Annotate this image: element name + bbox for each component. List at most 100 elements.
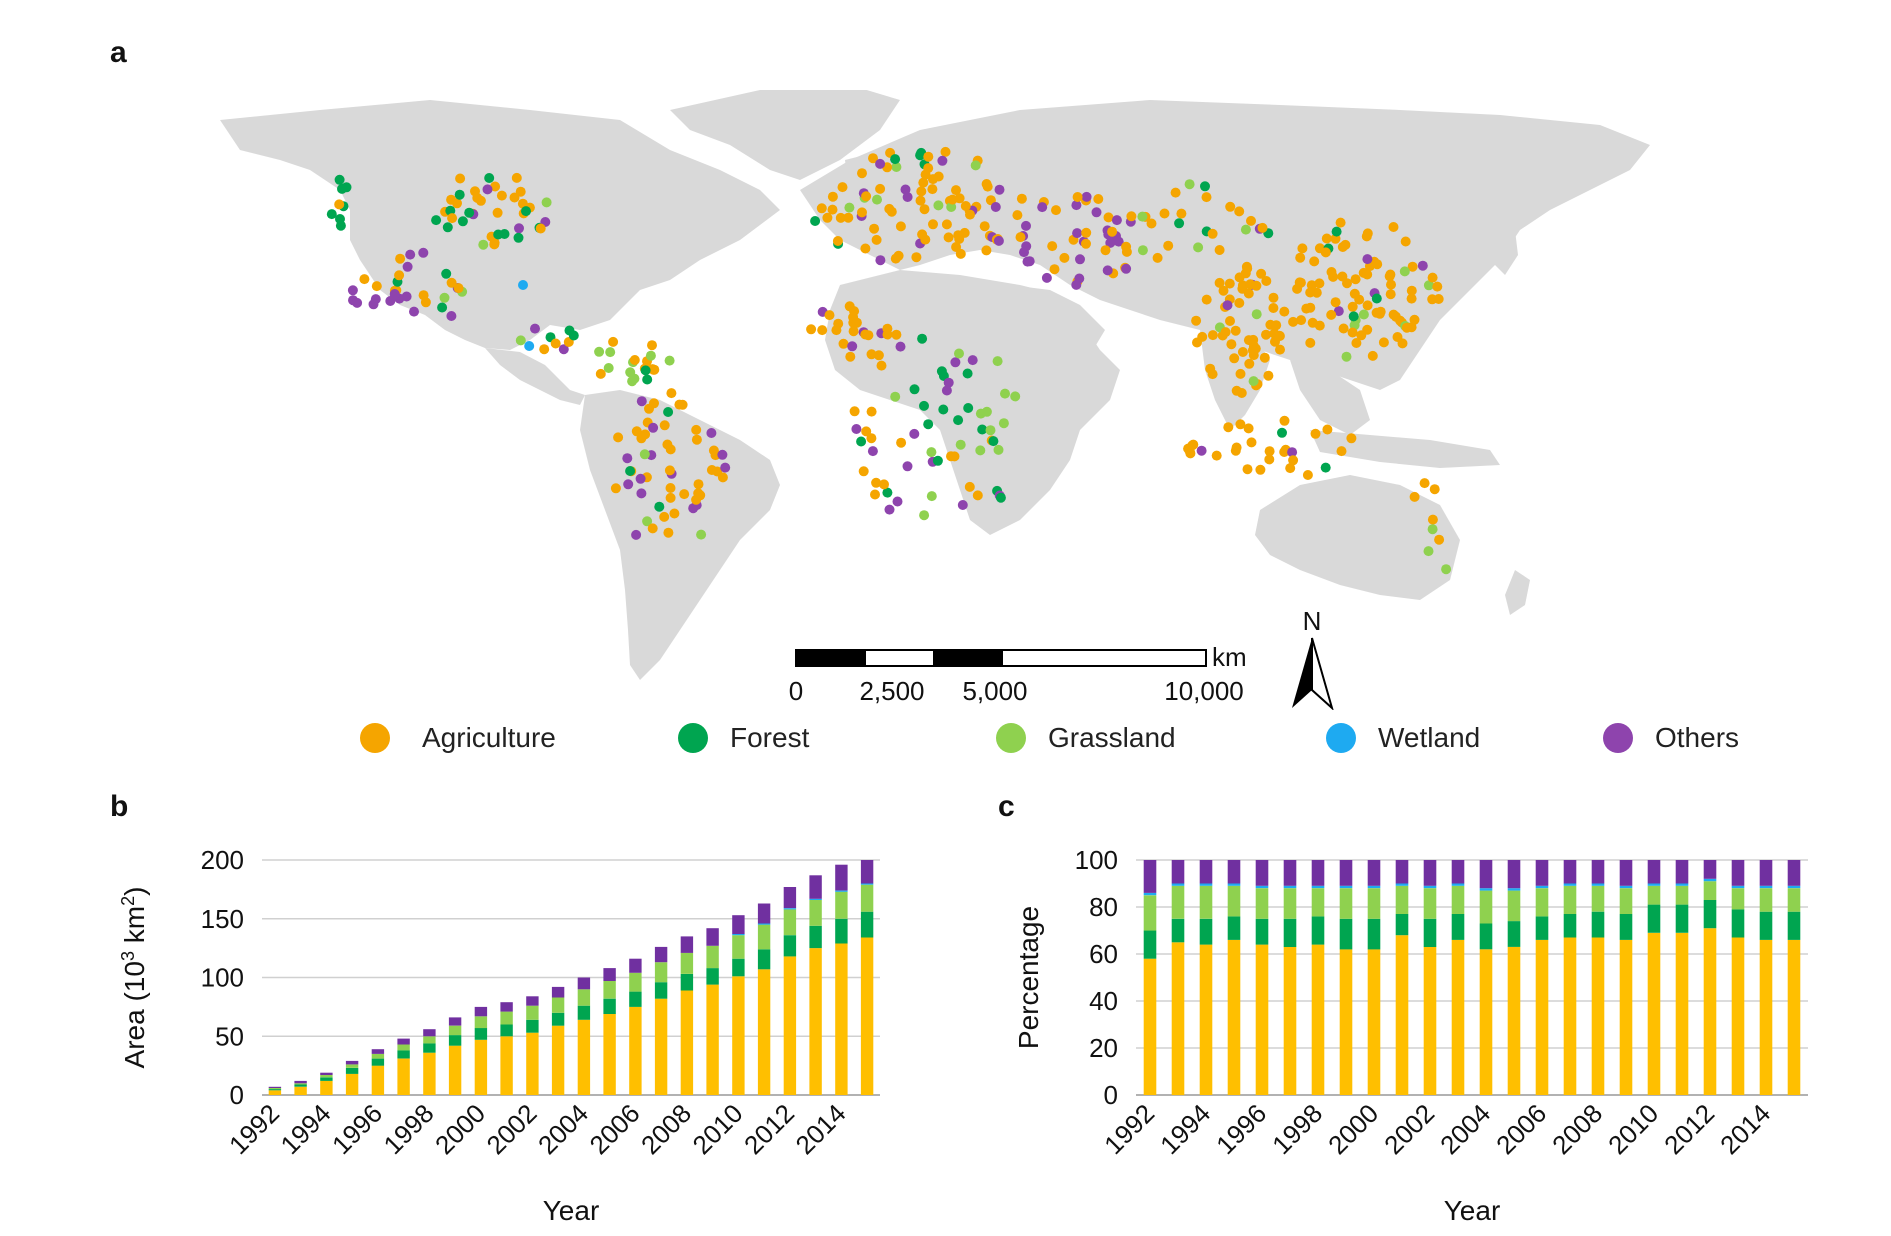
x-tick-label: 2004 (532, 1098, 594, 1160)
bar-others-2012 (1703, 860, 1717, 879)
x-tick-label: 2012 (738, 1098, 800, 1160)
bar-grassland-2014 (1759, 888, 1773, 912)
map-point-agriculture (1051, 205, 1061, 216)
map-point-agriculture (1220, 327, 1231, 338)
map-point-agriculture (1305, 337, 1316, 348)
bar-agriculture-2012 (1703, 928, 1717, 1095)
bar-wetland-1997 (1283, 885, 1297, 889)
bar-others-2009 (706, 928, 719, 946)
map-point-agriculture (1207, 330, 1218, 341)
map-point-agriculture (1342, 278, 1352, 289)
map-point-agriculture (849, 306, 860, 317)
bar-wetland-2011 (1675, 883, 1689, 886)
map-point-agriculture (1015, 232, 1026, 243)
bar-agriculture-2007 (1563, 937, 1577, 1095)
map-point-grassland (975, 445, 986, 456)
map-point-others (1196, 445, 1207, 456)
map-point-agriculture (1246, 215, 1256, 226)
y-tick-labels: 0 50 100 150 200 (201, 845, 244, 1110)
bar-forest-2001 (1395, 914, 1409, 936)
map-point-agriculture (1263, 370, 1274, 381)
bar-agriculture-2009 (706, 984, 719, 1095)
map-point-agriculture (1176, 208, 1187, 219)
bar-grassland-2009 (1619, 888, 1633, 914)
map-point-agriculture (1388, 222, 1399, 232)
map-point-agriculture (941, 219, 952, 230)
map-point-agriculture (964, 481, 975, 492)
map-point-agriculture (1103, 212, 1114, 223)
map-point-agriculture (947, 194, 958, 205)
bar-forest-2000 (1367, 918, 1381, 950)
map-point-agriculture (472, 192, 483, 203)
bar-grassland-2011 (1675, 885, 1689, 905)
map-point-agriculture (1081, 227, 1092, 238)
bar-others-2012 (783, 887, 797, 909)
map-point-grassland (1423, 546, 1434, 557)
scale-tick-3: 10,000 (1164, 676, 1244, 706)
map-point-agriculture (886, 206, 897, 217)
bar-grassland-2015 (860, 884, 874, 912)
map-point-agriculture (920, 234, 931, 245)
bar-agriculture-2008 (680, 990, 694, 1095)
map-point-agriculture (822, 212, 833, 223)
x-tick-label: 2002 (481, 1098, 543, 1160)
map-point-forest (326, 209, 337, 220)
bar-others-1994 (1199, 860, 1213, 884)
map-point-others (884, 504, 895, 515)
map-point-agriculture (708, 445, 719, 456)
map-point-agriculture (843, 212, 854, 223)
y-tick-label: 20 (1089, 1033, 1118, 1063)
map-point-agriculture (1350, 274, 1361, 285)
map-point-others (648, 422, 659, 433)
bar-others-2004 (1479, 860, 1493, 889)
bar-agriculture-1996 (371, 1065, 385, 1095)
panel-label-a: a (110, 36, 127, 69)
bar-wetland-1995 (1227, 883, 1241, 886)
bar-wetland-1993 (1171, 883, 1185, 886)
y-axis-label: Percentage (1013, 906, 1044, 1049)
map-point-others (1081, 191, 1092, 202)
map-point-grassland (1193, 242, 1204, 253)
scale-tick-0: 0 (789, 676, 803, 706)
x-axis-label: Year (543, 1195, 600, 1226)
bar-forest-1997 (1283, 918, 1297, 947)
legend-label-grassland: Grassland (1048, 722, 1176, 753)
y-tick-labels: 0 20 40 60 80 100 (1075, 845, 1118, 1110)
map-point-others (937, 155, 948, 166)
map-point-agriculture (665, 483, 676, 493)
map-point-agriculture (1012, 210, 1023, 221)
bar-forest-1993 (294, 1084, 307, 1087)
bar-agriculture-2001 (1395, 935, 1409, 1095)
map-point-others (902, 192, 913, 202)
bar-agriculture-1993 (294, 1086, 307, 1095)
map-point-grassland (926, 491, 937, 502)
bar-others-2000 (1367, 860, 1381, 886)
map-point-agriculture (1259, 352, 1270, 363)
bar-grassland-2015 (1787, 888, 1801, 912)
map-point-forest (953, 415, 964, 426)
map-point-agriculture (870, 489, 880, 500)
map-point-agriculture (1367, 350, 1378, 361)
map-point-others (990, 202, 1001, 212)
map-point-agriculture (608, 336, 619, 347)
map-point-agriculture (1234, 272, 1245, 283)
map-point-grassland (629, 373, 640, 384)
map-point-agriculture (1243, 423, 1254, 434)
bar-grassland-2001 (1395, 885, 1409, 914)
map-point-agriculture (858, 466, 869, 477)
map-point-agriculture (492, 207, 503, 218)
map-point-forest (431, 215, 442, 226)
bar-forest-2005 (603, 998, 616, 1014)
x-tick-label: 1996 (326, 1098, 388, 1160)
map-point-others (347, 285, 358, 296)
map-point-agriculture (1271, 320, 1282, 331)
bar-grassland-2009 (706, 945, 719, 969)
map-point-forest (995, 492, 1006, 503)
map-point-agriculture (1270, 336, 1280, 347)
map-point-agriculture (509, 192, 520, 203)
map-point-grassland (1137, 211, 1148, 222)
map-point-forest (917, 333, 928, 344)
map-point-others (902, 461, 913, 472)
map-point-others (401, 291, 412, 302)
map-point-agriculture (1362, 228, 1373, 239)
